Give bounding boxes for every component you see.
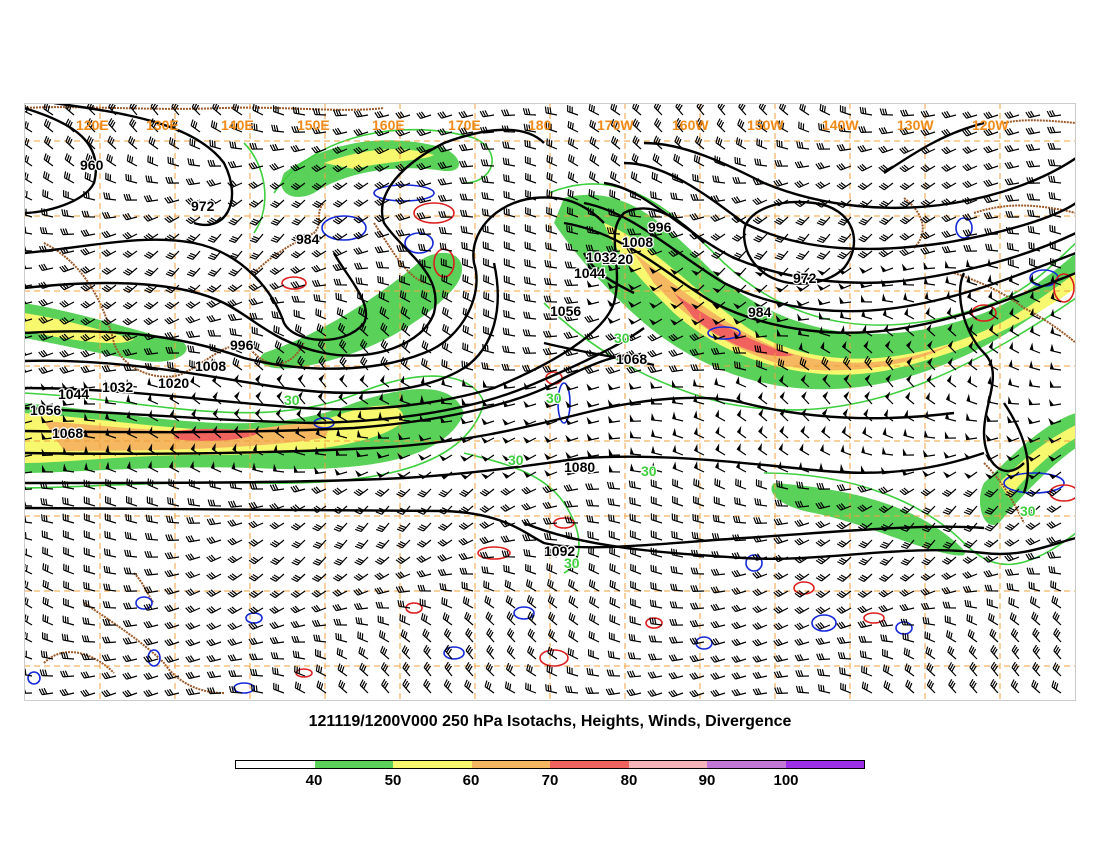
height-label: 1020	[158, 375, 189, 391]
height-label: 996	[648, 219, 672, 235]
isotach-colorbar	[235, 760, 865, 769]
height-label: 1032	[586, 249, 617, 265]
longitude-labels: 120E 130E 140E 150E 160E 170E 180 170W 1…	[76, 117, 1009, 133]
colorbar-tick-label: 70	[541, 772, 559, 789]
height-label: 1044	[58, 386, 89, 402]
colorbar-segment	[707, 761, 786, 768]
height-label: 1080	[564, 459, 595, 475]
lon-label: 170W	[597, 117, 634, 133]
map-frame	[24, 103, 1076, 701]
height-label: 1056	[30, 402, 61, 418]
divergence-contour	[811, 614, 837, 632]
lon-label: 140W	[822, 117, 859, 133]
colorbar-segment	[550, 761, 629, 768]
colorbar-segment	[393, 761, 472, 768]
colorbar-segment	[471, 761, 550, 768]
wind-barbs	[24, 103, 1062, 698]
colorbar-tick-label: 90	[698, 772, 716, 789]
divergence-contour	[707, 326, 741, 340]
divergence-contour	[443, 646, 465, 660]
isotach-label: 30	[546, 390, 562, 406]
divergence-contour	[405, 602, 423, 614]
height-contours	[24, 103, 1076, 561]
lon-label: 130W	[897, 117, 934, 133]
isotach-fill-60-loop	[324, 149, 434, 169]
height-label: 972	[191, 198, 215, 214]
map-title: 121119/1200V000 250 hPa Isotachs, Height…	[308, 713, 792, 730]
weather-map: 120E 130E 140E 150E 160E 170E 180 170W 1…	[24, 103, 1076, 701]
height-label: 972	[793, 270, 817, 286]
colorbar-tick-label: 100	[773, 772, 799, 789]
height-label: 1044	[574, 265, 605, 281]
divergence-contour	[477, 546, 511, 560]
divergence-contour	[971, 304, 997, 322]
height-label: 1008	[195, 358, 226, 374]
colorbar-tick-label: 50	[384, 772, 402, 789]
colorbar-labels: 40 50 60 70 80 90 100	[235, 772, 865, 792]
map-background	[24, 103, 1076, 701]
divergence-contour	[27, 671, 41, 685]
lon-label: 150W	[747, 117, 784, 133]
wind-barb-shafts	[24, 103, 1062, 698]
divergence-contour	[1049, 484, 1076, 502]
lon-label: 180	[528, 117, 552, 133]
height-label: 960	[80, 157, 104, 173]
divergence-contour	[513, 606, 535, 620]
height-label: 1056	[550, 303, 581, 319]
height-label: 1092	[544, 543, 575, 559]
colorbar-segment	[628, 761, 707, 768]
isotach-label: 30	[564, 555, 580, 571]
colorbar-segment	[236, 761, 315, 768]
height-label: 1032	[102, 379, 133, 395]
colorbar-tick-label: 80	[620, 772, 638, 789]
isotach-fill-80-pacific	[674, 293, 794, 357]
lon-label: 130E	[146, 117, 179, 133]
lon-label: 160W	[672, 117, 709, 133]
divergence-contour	[135, 596, 153, 610]
isotach-fill-60-north-asia	[24, 313, 134, 344]
height-label: 984	[748, 304, 772, 320]
coastlines	[24, 106, 1076, 694]
colorbar-tick-label: 60	[462, 772, 480, 789]
divergence-contour	[863, 612, 885, 624]
lon-label: 150E	[297, 117, 330, 133]
height-label: 1068	[52, 425, 83, 441]
isotach-contours	[24, 128, 1076, 574]
divergence-contour	[645, 617, 663, 629]
colorbar-segment	[314, 761, 393, 768]
lon-label: 170E	[448, 117, 481, 133]
divergence-contour	[413, 202, 455, 224]
divergence-contour	[745, 554, 763, 572]
divergence-contour	[955, 217, 973, 239]
lon-label: 160E	[372, 117, 405, 133]
divergence-contour	[1053, 273, 1075, 303]
isotach-fill-50-east	[771, 483, 965, 556]
divergence-contour	[321, 215, 367, 241]
isotach-labels: 30 30 30 30 30 30 30	[283, 329, 1037, 572]
isotach-label: 30	[284, 392, 300, 408]
colorbar-tick-label: 40	[305, 772, 323, 789]
isotach-label: 30	[614, 330, 630, 346]
isotach-fill-50-pacific	[554, 194, 1076, 390]
isotach-label: 30	[508, 452, 524, 468]
height-label: 1020	[602, 251, 633, 267]
divergence-contour	[281, 276, 307, 290]
height-label: 996	[230, 337, 254, 353]
height-label: 1068	[616, 351, 647, 367]
height-label: 984	[296, 231, 320, 247]
divergence-contour	[557, 382, 571, 424]
isotach-fill-60-se	[999, 425, 1076, 498]
lon-label: 120E	[76, 117, 109, 133]
isotach-label: 30	[641, 463, 657, 479]
lon-label: 140E	[221, 117, 254, 133]
isotach-label: 30	[1020, 503, 1036, 519]
lon-label: 120W	[972, 117, 1009, 133]
map-canvas: 120E 130E 140E 150E 160E 170E 180 170W 1…	[24, 103, 1076, 701]
height-label: 1008	[622, 234, 653, 250]
height-labels: 960 972 984 996 1008 1020 1032 1044 1056…	[29, 156, 818, 561]
colorbar-segment	[785, 761, 864, 768]
